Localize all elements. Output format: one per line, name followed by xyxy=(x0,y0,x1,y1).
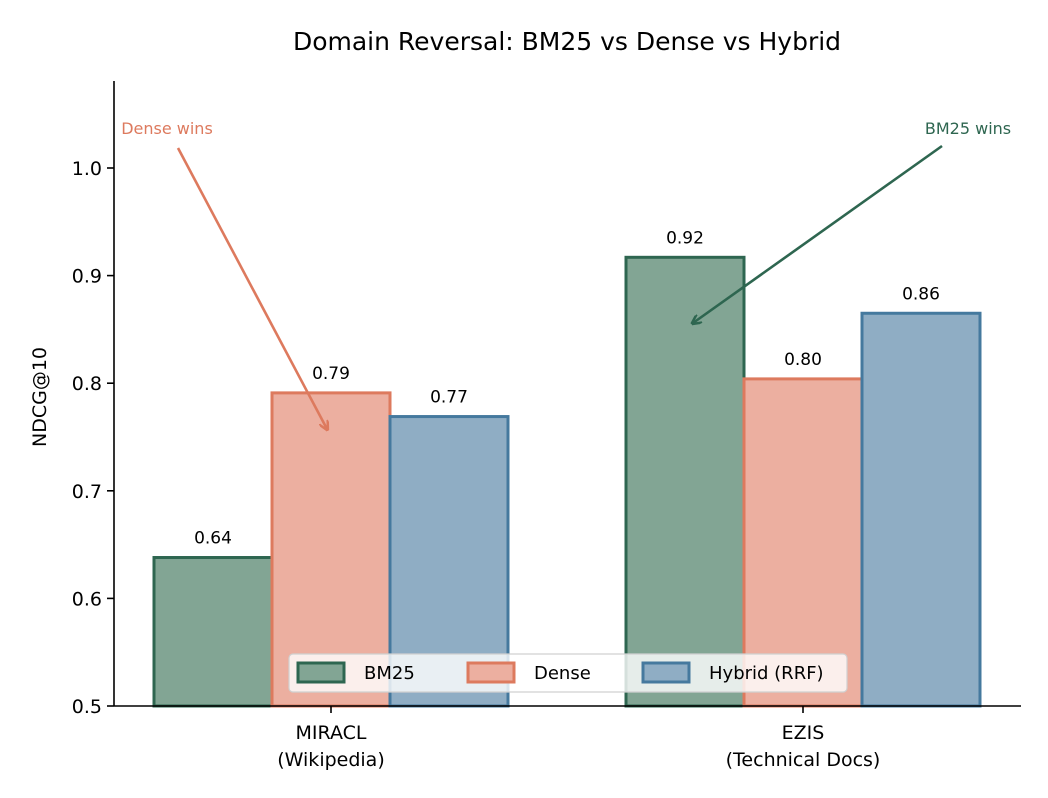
y-axis-label: NDCG@10 xyxy=(29,347,51,447)
annotation-bm25-wins: BM25 wins xyxy=(693,119,1011,323)
data-labels-group: 0.64 0.92 0.79 0.80 0.77 0.86 xyxy=(194,228,940,548)
y-tick-label: 0.6 xyxy=(72,588,102,610)
legend: BM25 Dense Hybrid (RRF) xyxy=(288,653,848,693)
data-label-dense-2: 0.80 xyxy=(784,350,822,370)
legend-swatch-bm25 xyxy=(296,661,346,684)
y-ticks-group: 0.5 0.6 0.7 0.8 0.9 1.0 xyxy=(72,158,114,718)
y-tick-label: 0.9 xyxy=(72,266,102,288)
y-tick-label: 0.7 xyxy=(72,481,102,503)
annotation-bm25-wins-text: BM25 wins xyxy=(925,119,1011,138)
bar-dense-2 xyxy=(742,377,864,708)
y-tick-label: 0.5 xyxy=(72,696,102,718)
x-tick-label-line1: MIRACL xyxy=(296,722,367,744)
x-tick-label-line2: (Technical Docs) xyxy=(726,749,881,771)
annotation-dense-arrow xyxy=(176,147,327,429)
legend-frame xyxy=(288,653,848,693)
data-label-hybrid-rrf-1: 0.77 xyxy=(430,388,468,408)
bars-group xyxy=(152,255,982,708)
bar-bm25-1 xyxy=(152,556,274,708)
bar-hybrid-rrf-2 xyxy=(860,311,982,708)
data-label-hybrid-rrf-2: 0.86 xyxy=(902,284,940,304)
data-label-bm25-2: 0.92 xyxy=(666,228,704,248)
annotation-dense-wins-text: Dense wins xyxy=(121,119,213,138)
legend-swatch-hybrid-rrf xyxy=(641,661,691,684)
legend-label-bm25: BM25 xyxy=(364,663,415,684)
x-tick-label-line1: EZIS xyxy=(782,722,825,744)
bar-bm25-2 xyxy=(624,255,746,708)
y-tick-label: 0.8 xyxy=(72,373,102,395)
data-label-bm25-1: 0.64 xyxy=(194,529,232,549)
chart-title: Domain Reversal: BM25 vs Dense vs Hybrid xyxy=(293,27,841,56)
annotation-dense-wins: Dense wins xyxy=(121,119,327,429)
legend-swatch-dense xyxy=(466,661,516,684)
x-tick-label-line2: (Wikipedia) xyxy=(277,749,385,771)
legend-label-hybrid-rrf: Hybrid (RRF) xyxy=(709,663,824,684)
legend-label-dense: Dense xyxy=(534,663,591,684)
annotation-bm25-arrow xyxy=(693,144,943,323)
y-tick-label: 1.0 xyxy=(72,158,102,180)
data-label-dense-1: 0.79 xyxy=(312,364,350,384)
x-ticks-group: MIRACL (Wikipedia) EZIS (Technical Docs) xyxy=(277,706,880,771)
